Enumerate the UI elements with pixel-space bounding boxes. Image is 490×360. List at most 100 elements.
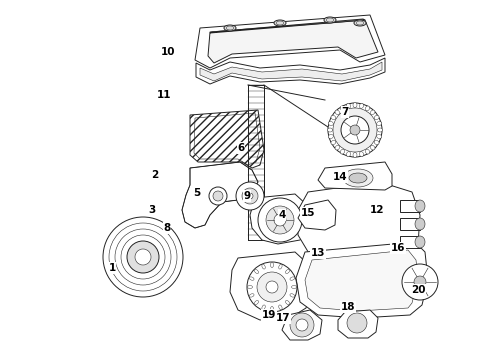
Polygon shape (182, 162, 258, 228)
Ellipse shape (366, 149, 369, 154)
Circle shape (328, 103, 382, 157)
Circle shape (103, 217, 183, 297)
Circle shape (414, 276, 426, 288)
Ellipse shape (370, 145, 375, 150)
Ellipse shape (292, 285, 296, 288)
Ellipse shape (377, 121, 382, 126)
Ellipse shape (276, 21, 284, 25)
Ellipse shape (249, 277, 254, 280)
Text: 16: 16 (391, 243, 405, 253)
Ellipse shape (377, 134, 382, 139)
Ellipse shape (331, 115, 336, 120)
Ellipse shape (326, 18, 334, 22)
Polygon shape (298, 200, 336, 230)
Circle shape (247, 193, 253, 199)
Ellipse shape (270, 262, 273, 267)
Polygon shape (208, 20, 378, 63)
Ellipse shape (370, 110, 375, 114)
Circle shape (341, 116, 369, 144)
Ellipse shape (324, 17, 336, 23)
Polygon shape (200, 62, 382, 81)
Circle shape (350, 125, 360, 135)
Circle shape (266, 281, 278, 293)
Polygon shape (400, 236, 420, 248)
Polygon shape (400, 200, 420, 212)
Text: 13: 13 (311, 248, 325, 258)
Text: 7: 7 (342, 107, 349, 117)
Polygon shape (250, 194, 310, 244)
Ellipse shape (286, 301, 290, 305)
Circle shape (127, 241, 159, 273)
Polygon shape (196, 58, 385, 84)
Ellipse shape (331, 140, 336, 145)
Text: 15: 15 (301, 208, 315, 218)
Ellipse shape (341, 106, 344, 111)
Text: 20: 20 (411, 285, 425, 295)
Polygon shape (190, 110, 264, 168)
Ellipse shape (353, 153, 357, 158)
Polygon shape (305, 250, 418, 311)
Circle shape (296, 319, 308, 331)
Ellipse shape (328, 121, 333, 126)
Text: 5: 5 (194, 188, 200, 198)
Ellipse shape (415, 236, 425, 248)
Circle shape (274, 214, 286, 226)
Ellipse shape (279, 264, 282, 269)
Ellipse shape (290, 294, 294, 297)
Ellipse shape (247, 285, 252, 288)
Ellipse shape (346, 103, 350, 108)
Polygon shape (298, 182, 420, 265)
Circle shape (135, 249, 151, 265)
Circle shape (290, 313, 314, 337)
Ellipse shape (327, 128, 333, 132)
Ellipse shape (262, 305, 265, 310)
Polygon shape (318, 162, 392, 190)
Polygon shape (338, 310, 378, 338)
Ellipse shape (415, 218, 425, 230)
Polygon shape (230, 252, 312, 320)
Ellipse shape (356, 21, 364, 25)
Text: 4: 4 (278, 210, 286, 220)
Text: 10: 10 (161, 47, 175, 57)
Text: 18: 18 (341, 302, 355, 312)
Circle shape (402, 264, 438, 300)
Text: 19: 19 (262, 310, 276, 320)
Ellipse shape (343, 169, 373, 187)
Polygon shape (248, 85, 264, 240)
Ellipse shape (415, 200, 425, 212)
Polygon shape (400, 218, 420, 230)
Text: 14: 14 (333, 172, 347, 182)
Ellipse shape (254, 269, 259, 274)
Circle shape (213, 191, 223, 201)
Circle shape (266, 206, 294, 234)
Ellipse shape (341, 149, 344, 154)
Text: 3: 3 (148, 205, 156, 215)
Ellipse shape (335, 145, 340, 150)
Ellipse shape (353, 103, 357, 108)
Ellipse shape (249, 294, 254, 297)
Polygon shape (296, 242, 428, 318)
Text: 12: 12 (370, 205, 384, 215)
Text: 11: 11 (157, 90, 171, 100)
Ellipse shape (226, 26, 234, 30)
Circle shape (347, 313, 367, 333)
Circle shape (247, 262, 297, 312)
Ellipse shape (279, 305, 282, 310)
Circle shape (236, 182, 264, 210)
Ellipse shape (374, 140, 379, 145)
Circle shape (333, 108, 377, 152)
Ellipse shape (290, 277, 294, 280)
Circle shape (257, 272, 287, 302)
Circle shape (258, 198, 302, 242)
Text: 17: 17 (276, 313, 290, 323)
Ellipse shape (346, 152, 350, 157)
Polygon shape (210, 19, 365, 33)
Text: 1: 1 (108, 263, 116, 273)
Ellipse shape (377, 128, 383, 132)
Ellipse shape (360, 152, 364, 157)
Ellipse shape (335, 110, 340, 114)
Ellipse shape (270, 306, 273, 311)
Text: 2: 2 (151, 170, 159, 180)
Ellipse shape (274, 20, 286, 26)
Ellipse shape (374, 115, 379, 120)
